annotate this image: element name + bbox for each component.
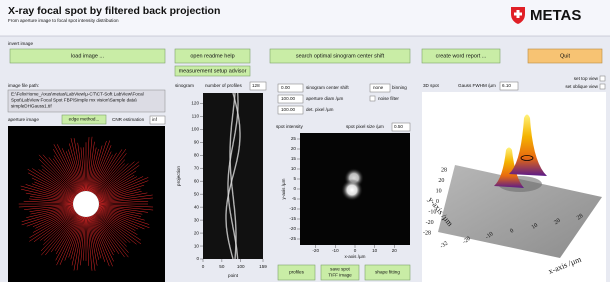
sinogram-y-label: projection xyxy=(176,166,181,186)
y-tick-label: 10 xyxy=(194,243,200,248)
x-tick-label: -10 xyxy=(332,248,339,253)
y-tick-label: -15 xyxy=(289,216,296,221)
spot-y-label: y-axis /µm xyxy=(281,178,286,199)
y-tick-label: 50 xyxy=(194,191,200,196)
report-text: create word report ... xyxy=(436,53,487,59)
y-tick-label: 30 xyxy=(194,217,200,222)
cnr-label: CNR estimation xyxy=(112,117,145,122)
readme-text: open readme help xyxy=(190,53,234,59)
y-tick-label: 120 xyxy=(191,101,199,106)
top-view-checkbox[interactable] xyxy=(600,76,605,81)
y-tick-label: 90 xyxy=(194,140,200,145)
spot-label: spot intensity xyxy=(276,124,304,129)
y-tick-label: 40 xyxy=(194,204,200,209)
shape-fitting-text: shape fitting xyxy=(375,270,400,275)
y-tick-label: 5 xyxy=(293,176,296,181)
x-tick-label: 0 xyxy=(354,248,357,253)
oblique-view-label: set oblique view xyxy=(565,84,598,89)
search-shift-text: search optimal sinogram center shift xyxy=(296,53,385,59)
y-tick-label: 70 xyxy=(194,165,200,170)
binning-label: binning xyxy=(392,85,407,90)
profiles-value: 128 xyxy=(252,83,260,88)
shift-value: 0.00 xyxy=(281,85,290,90)
pixel-label: det. pixel /µm xyxy=(306,107,334,112)
x-tick-label: 10 xyxy=(372,248,378,253)
profiles-button-text: profiles xyxy=(289,270,305,275)
sinogram-x-label: point xyxy=(228,273,239,278)
x-tick-label: 159 xyxy=(259,264,267,269)
file-path-label: image file path: xyxy=(8,83,39,88)
edge-method-text: edge method... xyxy=(69,117,100,122)
save-tiff-text: TIFF image xyxy=(328,273,352,278)
app-window: X-ray focal spot by filtered back projec… xyxy=(0,0,610,282)
sinogram-label: sinogram xyxy=(175,83,194,88)
y-tick-label: 0 xyxy=(293,186,296,191)
y-tick-label: 10 xyxy=(436,188,442,194)
oblique-view-checkbox[interactable] xyxy=(600,84,605,89)
y-tick-label: -5 xyxy=(292,196,297,201)
x-tick-label: -20 xyxy=(312,248,319,253)
app-title: X-ray focal spot by filtered back projec… xyxy=(8,5,220,17)
noise-filter-label: noise filter xyxy=(378,96,399,101)
aperture-label: aperture image xyxy=(8,117,39,122)
binning-value: none xyxy=(373,85,384,90)
file-path-line: Spot\LabView Focal Spot FBP\Simple mx vi… xyxy=(11,98,138,103)
y-tick-label: 10 xyxy=(291,166,297,171)
y-tick-label: -25 xyxy=(289,236,296,241)
spot-x-label: x-axis /µm xyxy=(344,254,365,259)
y-tick-label: 20 xyxy=(194,230,200,235)
x-tick-label: 100 xyxy=(237,264,245,269)
y-tick-label: -20 xyxy=(426,220,434,226)
y-tick-label: 15 xyxy=(291,156,297,161)
invert-image-label[interactable]: invert image xyxy=(8,41,33,46)
page: {"header": {"title": "X-ray focal spot b… xyxy=(0,0,610,282)
spot-pixel-label: spot pixel size /µm xyxy=(346,124,384,129)
top-view-label: set top view xyxy=(574,76,599,81)
cnr-value: inf xyxy=(152,117,158,122)
aperture-diam-value: 100.00 xyxy=(281,96,295,101)
y-tick-label: -10 xyxy=(289,206,296,211)
logo-text: METAS xyxy=(530,7,581,24)
y-tick-label: -20 xyxy=(289,226,296,231)
advisor-text: measurement setup advisor xyxy=(179,68,247,74)
y-tick-label: 80 xyxy=(194,152,200,157)
x-tick-label: 0 xyxy=(202,264,205,269)
y-tick-label: 0 xyxy=(196,256,199,261)
app-subtitle: From aperture image to focal spot intens… xyxy=(8,18,119,23)
x-tick-label: 50 xyxy=(219,264,225,269)
aperture-center xyxy=(73,191,99,217)
x-tick-label: 20 xyxy=(392,248,398,253)
load-image-text: load image ... xyxy=(71,53,104,59)
y-tick-label: 100 xyxy=(191,127,199,132)
fwhm-value: 6.10 xyxy=(502,83,511,88)
shift-label: sinogram center shift xyxy=(306,85,349,90)
spot-pixel-value: 0.50 xyxy=(394,124,403,129)
y-tick-label: 25 xyxy=(291,136,297,141)
profiles-label: number of profiles xyxy=(205,83,242,88)
y-tick-label: 28 xyxy=(441,167,447,173)
file-path-line: E:\FelixHome_Axus\metas\LabView\µ-CT\CT-… xyxy=(11,92,144,97)
y-tick-label: 20 xyxy=(438,178,444,184)
y-tick-label: 110 xyxy=(192,114,200,119)
pixel-value: 100.00 xyxy=(281,107,295,112)
spot-blob xyxy=(341,179,363,201)
spot3d-label: 3D spot xyxy=(423,83,440,88)
noise-filter-checkbox[interactable] xyxy=(370,96,375,101)
fwhm-label: Gauss FWHM /µm xyxy=(458,83,496,88)
save-tiff-text: save spot xyxy=(330,267,350,272)
y-tick-label: 60 xyxy=(194,178,200,183)
file-path-line: simpleDHGauss1.tif xyxy=(11,104,52,109)
y-tick-label: 20 xyxy=(291,146,297,151)
quit-text: Quit xyxy=(560,53,571,59)
y-tick-label: -28 xyxy=(423,230,431,236)
aperture-diam-label: aperture diam /µm xyxy=(306,96,344,101)
